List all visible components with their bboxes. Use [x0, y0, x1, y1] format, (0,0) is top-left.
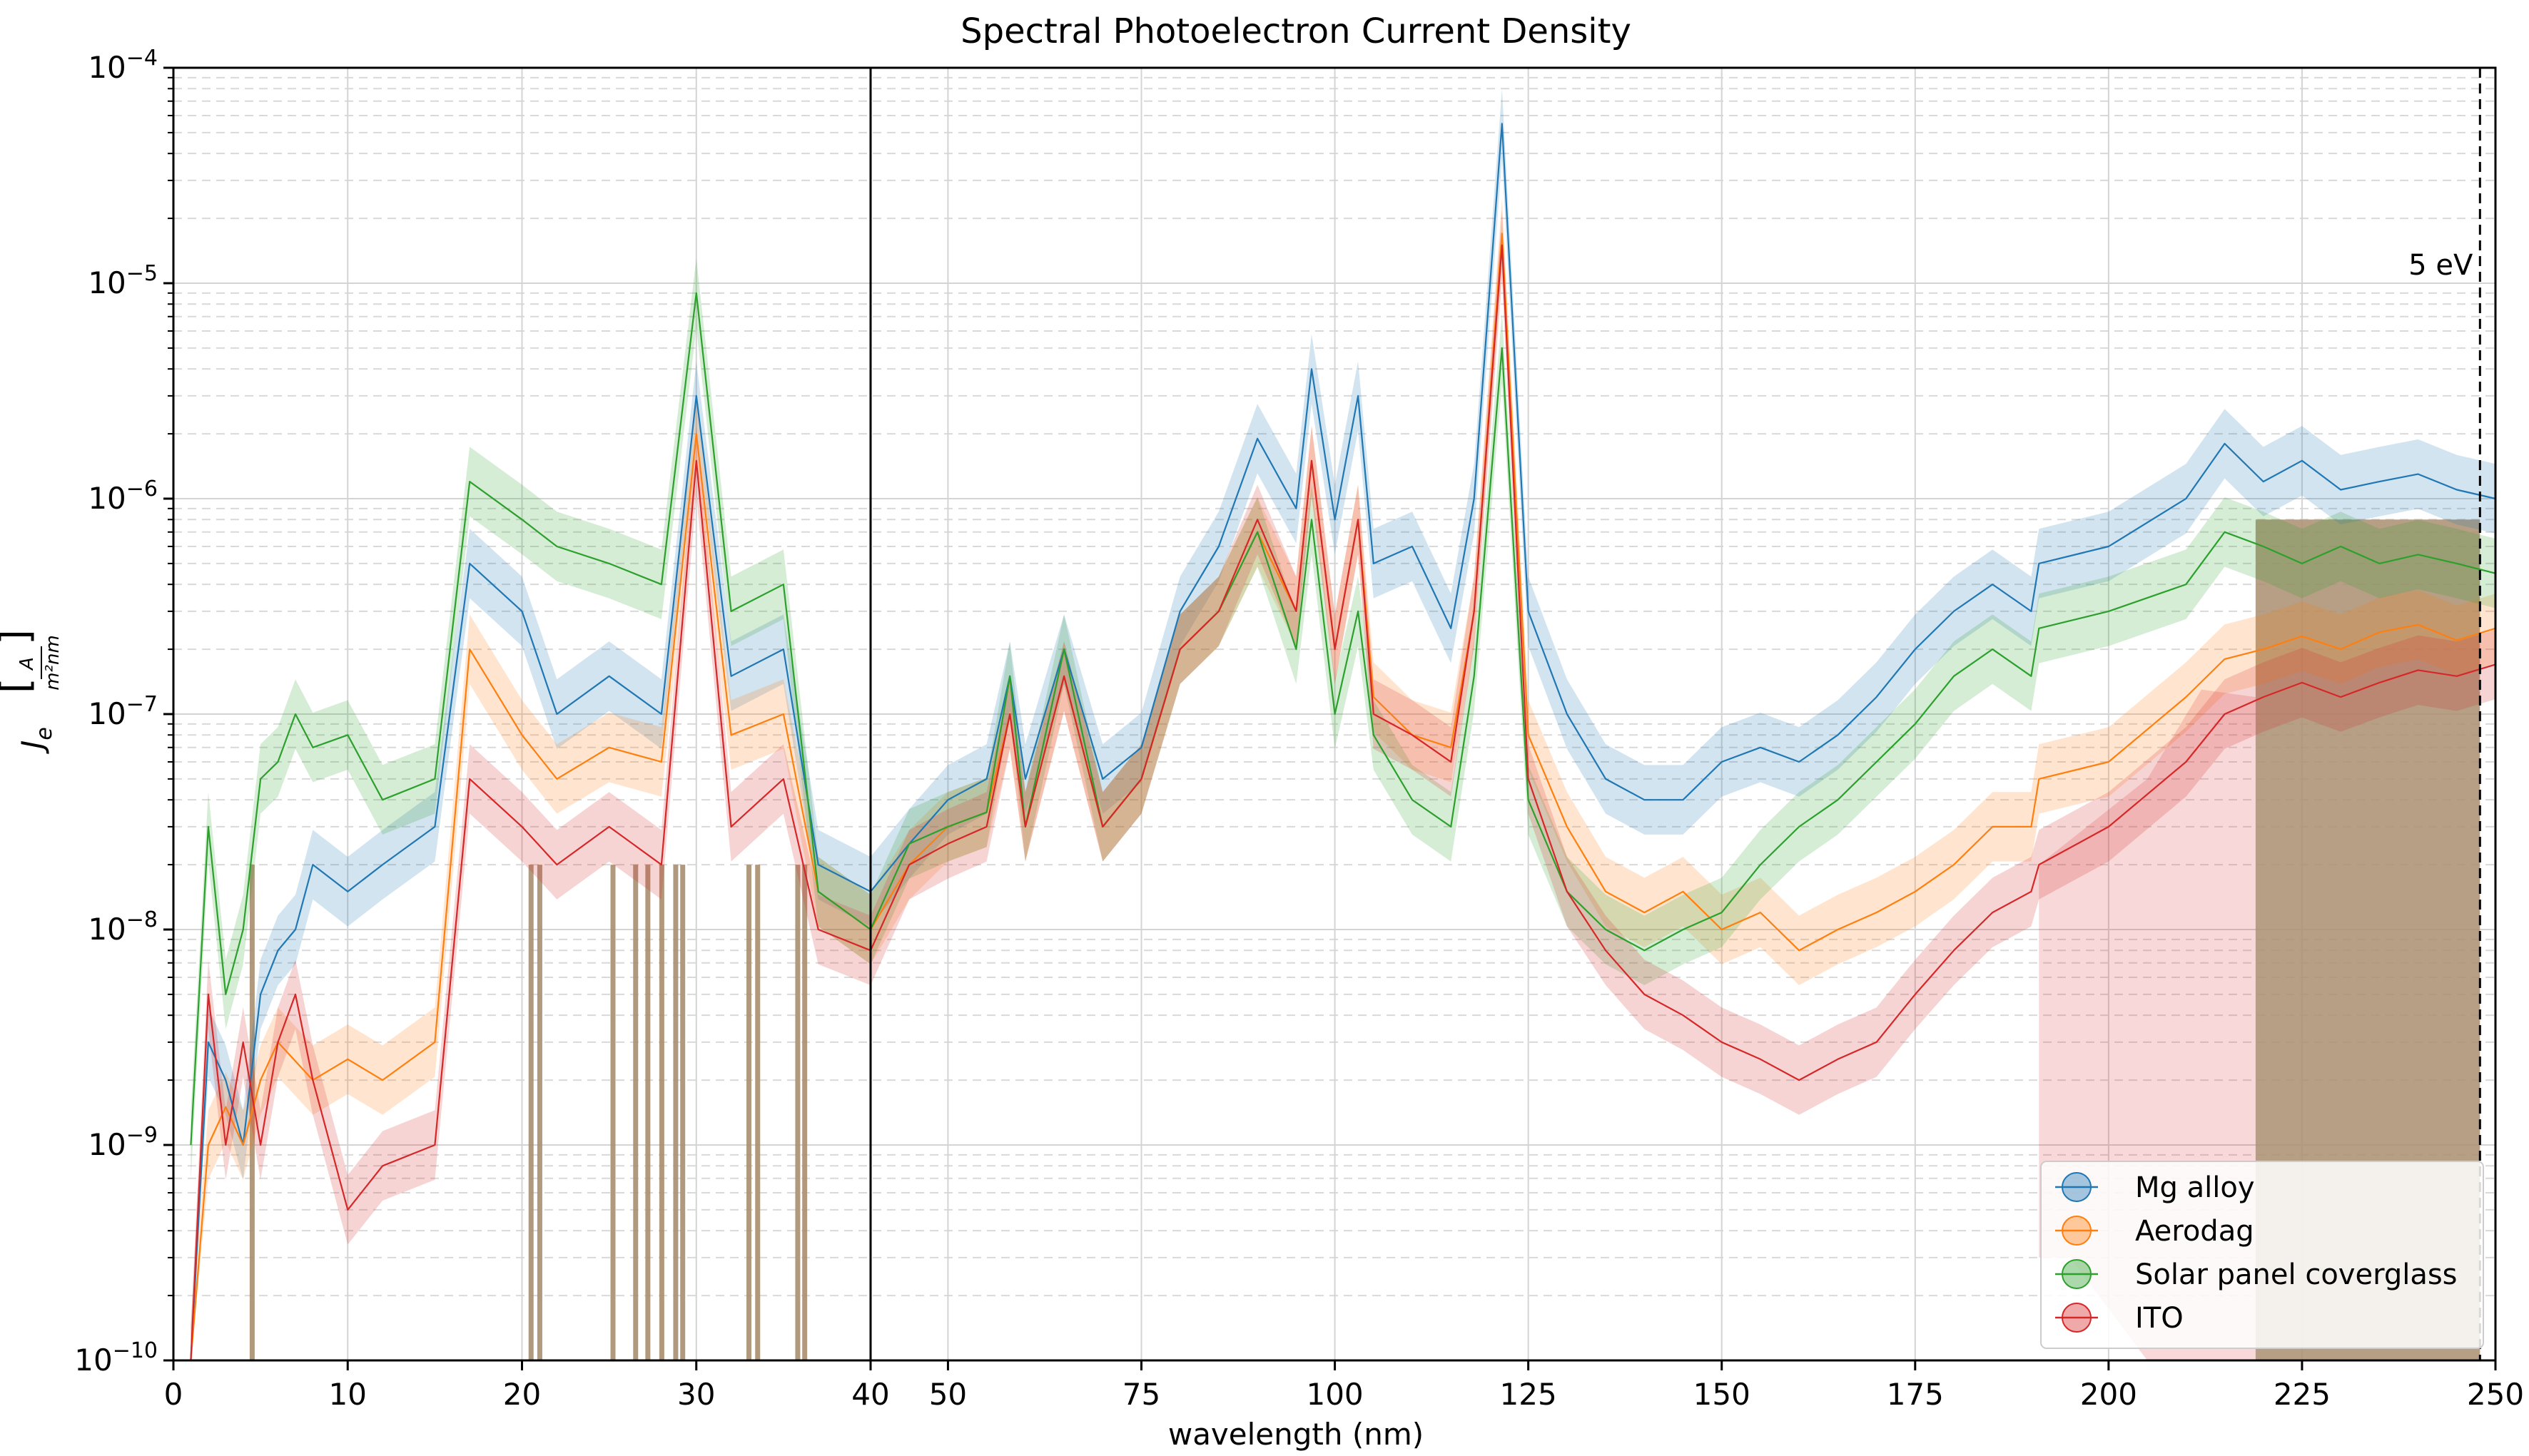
x-tick-label: 75 [1122, 1377, 1160, 1412]
series-line-2 [190, 292, 2496, 1146]
overlap-spike [802, 865, 808, 1360]
overlap-spike [795, 865, 801, 1360]
svg-text:m²nm: m²nm [42, 635, 64, 691]
x-tick-label: 125 [1500, 1377, 1557, 1412]
legend-box [2040, 1161, 2484, 1349]
legend-label: Solar panel coverglass [2135, 1258, 2458, 1291]
x-tick-label: 40 [851, 1377, 889, 1412]
x-axis-label: wavelength (nm) [1168, 1417, 1424, 1452]
x-tick-label: 100 [1306, 1377, 1363, 1412]
x-tick-label: 225 [2274, 1377, 2331, 1412]
y-tick-label: 10−10 [74, 1338, 158, 1378]
legend-marker [2062, 1216, 2092, 1246]
legend-label: Mg alloy [2135, 1171, 2255, 1204]
overlap-spike [755, 865, 761, 1360]
overlap-spike [537, 865, 542, 1360]
x-tick-label: 10 [329, 1377, 367, 1412]
x-tick-label: 20 [503, 1377, 541, 1412]
legend: Mg alloy Aerodag Solar panel coverglass ITO [2040, 1161, 2484, 1349]
x-tick-label: 30 [677, 1377, 715, 1412]
y-tick-label: 10−9 [88, 1123, 158, 1162]
x-tick-label: 250 [2467, 1377, 2524, 1412]
band-1 [191, 198, 2496, 1361]
svg-text:A: A [16, 657, 38, 671]
axis-ticks: 10−10 10−9 10−8 10−7 10−6 10−5 10−4 0 10 20 30 40 50… [74, 46, 2524, 1412]
legend-label: ITO [2135, 1302, 2184, 1335]
overlap-spike [610, 865, 616, 1360]
overlap-spike [673, 865, 679, 1360]
legend-label: Aerodag [2135, 1215, 2254, 1248]
x-tick-label: 175 [1887, 1377, 1944, 1412]
y-tick-label: 10−7 [88, 692, 158, 731]
x-tick-label: 0 [164, 1377, 183, 1412]
legend-marker [2062, 1172, 2092, 1202]
svg-text:]: ] [0, 629, 39, 645]
annotation-5ev: 5 eV [2408, 249, 2473, 282]
y-tick-label: 10−6 [88, 477, 158, 516]
series-line-0 [190, 123, 2496, 1361]
overlap-spike [659, 865, 664, 1360]
legend-marker [2062, 1303, 2092, 1333]
y-tick-label: 10−4 [88, 46, 158, 85]
series-line-3 [190, 244, 2496, 1361]
band-0 [191, 88, 2496, 1361]
x-tick-label: 50 [929, 1377, 967, 1412]
overlap-spike [680, 865, 686, 1360]
series-lines [190, 123, 2496, 1361]
chart-title: Spectral Photoelectron Current Density [961, 11, 1631, 51]
overlap-spike [746, 865, 752, 1360]
x-tick-label: 200 [2080, 1377, 2137, 1412]
grid-lines [173, 67, 2496, 1361]
svg-text:[: [ [0, 678, 39, 693]
overlap-spike [633, 865, 639, 1360]
x-tick-label: 150 [1693, 1377, 1750, 1412]
y-tick-label: 10−8 [88, 907, 158, 947]
overlap-spike [528, 865, 534, 1360]
panel-right-frame [869, 66, 2497, 1362]
y-tick-label: 10−5 [88, 261, 158, 300]
legend-marker [2062, 1259, 2092, 1289]
overlap-spike [645, 865, 651, 1360]
